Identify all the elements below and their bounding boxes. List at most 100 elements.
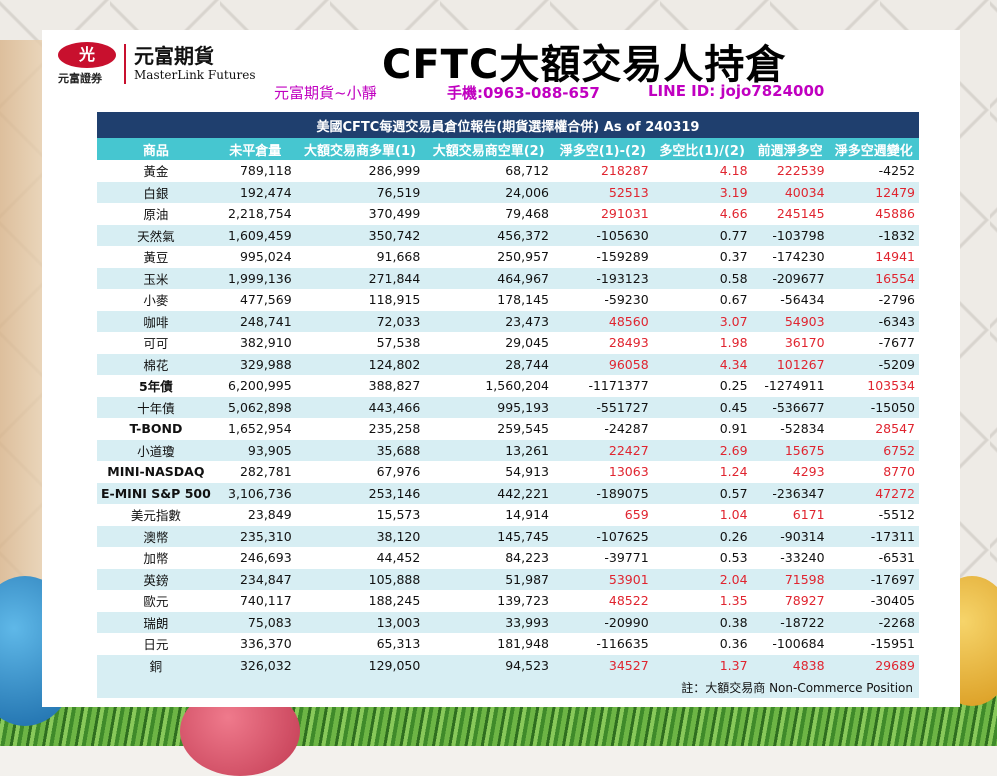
cell-oi: 477,569 — [214, 289, 296, 311]
table-row: 白銀 192,474 76,519 24,006 52513 3.19 40034 12479 — [97, 181, 919, 203]
logo-divider — [124, 44, 126, 84]
table-footnote: 註：大額交易商 Non-Commerce Position — [97, 676, 919, 698]
cell-net: -193123 — [552, 267, 653, 289]
contact-name: 元富期貨~小靜 — [274, 84, 377, 102]
cell-short: 28,744 — [424, 353, 553, 375]
cell-oi: 1,999,136 — [214, 267, 296, 289]
cell-ratio: 0.36 — [652, 633, 752, 655]
cell-prev: -100684 — [751, 633, 829, 655]
cell-ratio: 4.34 — [652, 353, 752, 375]
cell-oi: 23,849 — [214, 504, 296, 526]
cell-chg: 103534 — [828, 375, 919, 397]
cell-net: 96058 — [552, 353, 653, 375]
cell-short: 14,914 — [424, 504, 553, 526]
cell-net: -59230 — [552, 289, 653, 311]
table-row: 天然氣 1,609,459 350,742 456,372 -105630 0.77 -10… — [97, 224, 919, 246]
table-row: 歐元 740,117 188,245 139,723 48522 1.35 78927 -30… — [97, 590, 919, 612]
table-row: 日元 336,370 65,313 181,948 -116635 0.36 -100684… — [97, 633, 919, 655]
cell-long: 235,258 — [295, 418, 425, 440]
cell-short: 181,948 — [424, 633, 553, 655]
table-row: 咖啡 248,741 72,033 23,473 48560 3.07 54903 -6343 — [97, 310, 919, 332]
cell-long: 129,050 — [295, 654, 425, 676]
cell-ratio: 0.67 — [652, 289, 752, 311]
cell-long: 67,976 — [295, 461, 425, 483]
cell-ratio: 0.58 — [652, 267, 752, 289]
cell-short: 442,221 — [424, 482, 553, 504]
cell-prev: 36170 — [751, 332, 829, 354]
cell-long: 253,146 — [295, 482, 425, 504]
cell-long: 44,452 — [295, 547, 425, 569]
cell-short: 24,006 — [424, 181, 553, 203]
table-row: 黃豆 995,024 91,668 250,957 -159289 0.37 -174230… — [97, 246, 919, 268]
commodity-name: 日元 — [97, 633, 215, 655]
cell-oi: 93,905 — [214, 439, 296, 461]
cell-oi: 6,200,995 — [214, 375, 296, 397]
cell-short: 23,473 — [424, 310, 553, 332]
cell-net: -105630 — [552, 224, 653, 246]
commodity-name: 歐元 — [97, 590, 215, 612]
logo-name-en: MasterLink Futures — [134, 68, 256, 82]
cell-long: 443,466 — [295, 396, 425, 418]
cell-net: 53901 — [552, 568, 653, 590]
table-row: 可可 382,910 57,538 29,045 28493 1.98 36170 -7677 — [97, 332, 919, 354]
cell-chg: -2268 — [828, 611, 919, 633]
cell-long: 388,827 — [295, 375, 425, 397]
logo-mark-icon: 光 — [58, 42, 116, 68]
cell-short: 178,145 — [424, 289, 553, 311]
commodity-name: 可可 — [97, 332, 215, 354]
cell-oi: 329,988 — [214, 353, 296, 375]
cell-prev: -103798 — [751, 224, 829, 246]
column-header: 淨多空(1)-(2) — [552, 138, 653, 160]
column-header: 多空比(1)/(2) — [652, 138, 752, 160]
table-row: 5年債 6,200,995 388,827 1,560,204 -1171377 0.25… — [97, 375, 919, 397]
cell-long: 15,573 — [295, 504, 425, 526]
table-row: E-MINI S&P 500 3,106,736 253,146 442,221 -18… — [97, 482, 919, 504]
cell-net: 34527 — [552, 654, 653, 676]
cell-chg: 16554 — [828, 267, 919, 289]
table-row: MINI-NASDAQ 282,781 67,976 54,913 13063 1.24 4… — [97, 461, 919, 483]
cell-long: 35,688 — [295, 439, 425, 461]
cell-chg: -5512 — [828, 504, 919, 526]
cell-prev: 101267 — [751, 353, 829, 375]
cell-net: 28493 — [552, 332, 653, 354]
cell-oi: 5,062,898 — [214, 396, 296, 418]
cell-oi: 282,781 — [214, 461, 296, 483]
cftc-position-table: 美國CFTC每週交易員倉位報告(期貨選擇權合併) As of 240319 商品… — [97, 112, 919, 698]
cell-prev: 222539 — [751, 160, 829, 182]
cell-chg: 28547 — [828, 418, 919, 440]
table-row: 棉花 329,988 124,802 28,744 96058 4.34 101267 -52… — [97, 353, 919, 375]
cell-ratio: 3.07 — [652, 310, 752, 332]
cell-ratio: 1.98 — [652, 332, 752, 354]
cell-ratio: 0.26 — [652, 525, 752, 547]
cell-net: -189075 — [552, 482, 653, 504]
cell-long: 286,999 — [295, 160, 425, 182]
cell-prev: -209677 — [751, 267, 829, 289]
commodity-name: 十年債 — [97, 396, 215, 418]
cell-long: 271,844 — [295, 267, 425, 289]
cell-ratio: 0.77 — [652, 224, 752, 246]
cell-oi: 192,474 — [214, 181, 296, 203]
cell-chg: -6531 — [828, 547, 919, 569]
table-row: 玉米 1,999,136 271,844 464,967 -193123 0.58 -209… — [97, 267, 919, 289]
cell-long: 13,003 — [295, 611, 425, 633]
cell-net: 291031 — [552, 203, 653, 225]
table-row: 小麥 477,569 118,915 178,145 -59230 0.67 -56434-… — [97, 289, 919, 311]
cell-net: 48522 — [552, 590, 653, 612]
cell-oi: 740,117 — [214, 590, 296, 612]
cell-prev: 6171 — [751, 504, 829, 526]
cell-net: 218287 — [552, 160, 653, 182]
cell-chg: 47272 — [828, 482, 919, 504]
cell-ratio: 0.53 — [652, 547, 752, 569]
cell-net: 52513 — [552, 181, 653, 203]
cell-chg: 8770 — [828, 461, 919, 483]
cell-oi: 789,118 — [214, 160, 296, 182]
cell-ratio: 1.04 — [652, 504, 752, 526]
cell-net: -1171377 — [552, 375, 653, 397]
page-title: CFTC大額交易人持倉 — [382, 42, 787, 88]
table-row: 原油 2,218,754 370,499 79,468 291031 4.66 245145… — [97, 203, 919, 225]
commodity-name: 咖啡 — [97, 310, 215, 332]
commodity-name: 原油 — [97, 203, 215, 225]
cell-ratio: 1.24 — [652, 461, 752, 483]
cell-long: 65,313 — [295, 633, 425, 655]
commodity-name: 瑞朗 — [97, 611, 215, 633]
